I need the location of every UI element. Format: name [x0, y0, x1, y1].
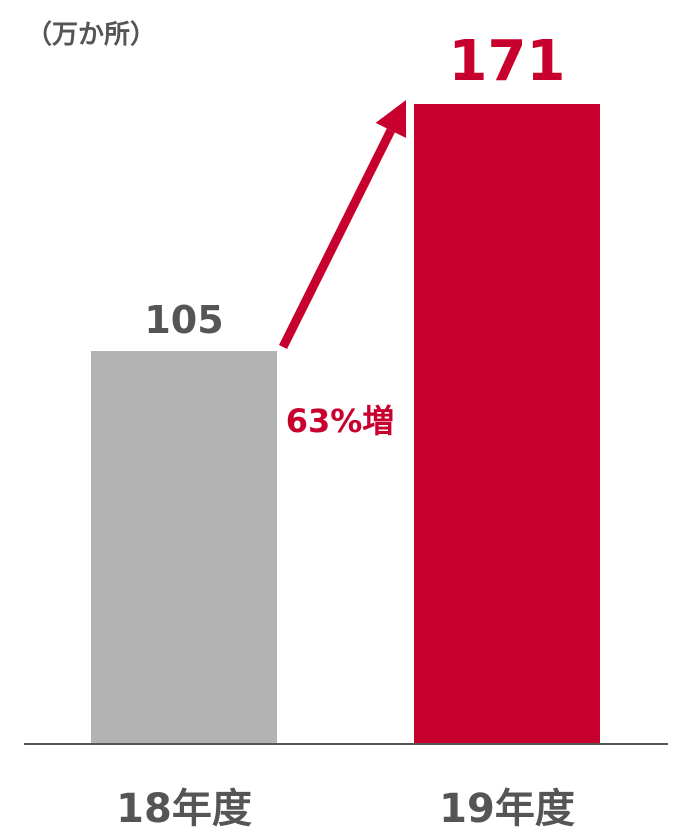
growth-arrow-shaft — [278, 128, 395, 350]
growth-annotation-label: 63%増 — [286, 402, 395, 440]
unit-label: （万か所） — [26, 20, 157, 50]
bar-18年度 — [91, 351, 277, 744]
category-label-19年度: 19年度 — [439, 786, 575, 832]
labels-group: 105 18年度 171 19年度 — [116, 29, 575, 832]
value-label-18年度: 105 — [144, 298, 223, 342]
bar-19年度 — [414, 104, 600, 744]
bars-group — [91, 104, 600, 744]
category-label-18年度: 18年度 — [116, 786, 252, 832]
value-label-19年度: 171 — [449, 29, 566, 94]
annotation-group: 63%増 — [278, 100, 407, 440]
growth-arrow-head — [375, 100, 407, 139]
